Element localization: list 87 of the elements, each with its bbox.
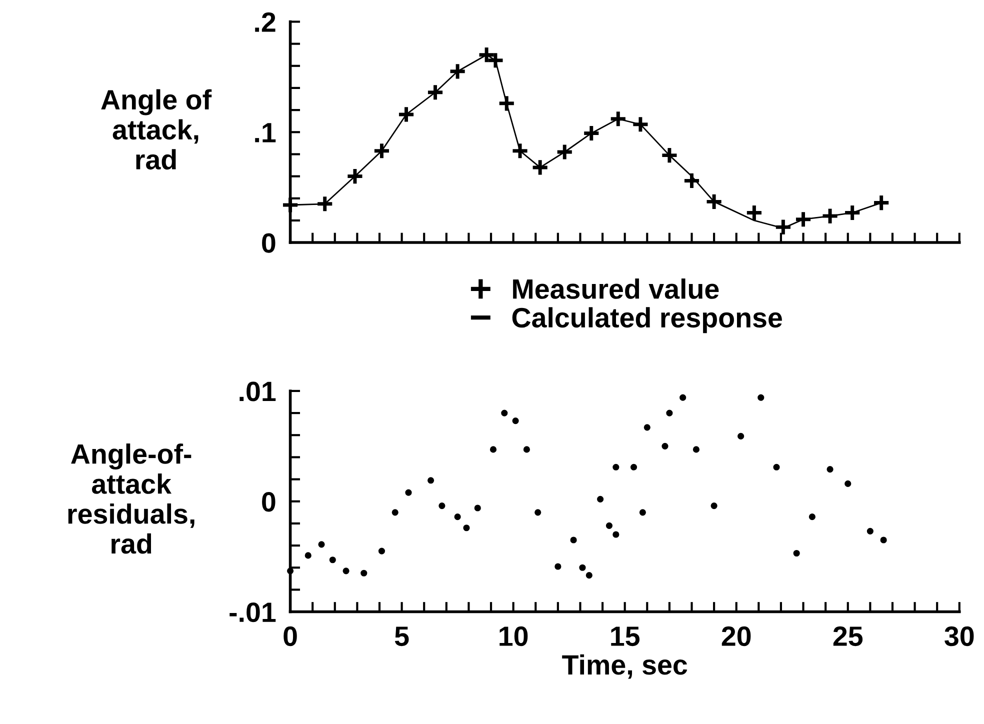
point xyxy=(498,94,516,112)
point xyxy=(872,194,890,212)
point xyxy=(793,550,800,557)
y-axis-title: Angle-of- attack residuals, rad xyxy=(68,443,194,554)
point xyxy=(405,489,412,496)
point xyxy=(534,509,542,516)
point xyxy=(463,524,470,532)
point xyxy=(710,502,718,510)
point xyxy=(662,442,668,450)
legend-label: Calculated response xyxy=(512,307,782,334)
point xyxy=(606,522,613,529)
point xyxy=(738,432,744,440)
point xyxy=(316,194,334,213)
point xyxy=(639,509,646,516)
point xyxy=(705,192,724,211)
point xyxy=(570,536,577,544)
point xyxy=(378,548,386,554)
point xyxy=(512,417,519,424)
point xyxy=(510,142,530,160)
legend-label: Measured value xyxy=(513,278,719,299)
y-tick-label: .2 xyxy=(255,12,276,32)
point xyxy=(843,204,862,222)
x-tick-label: 10 xyxy=(500,626,528,646)
point xyxy=(490,446,497,453)
point xyxy=(612,464,620,470)
point xyxy=(794,210,812,228)
point xyxy=(745,204,764,222)
point xyxy=(360,570,368,576)
y-tick-label: 0 xyxy=(262,492,276,512)
point xyxy=(880,536,887,544)
point xyxy=(329,556,336,564)
point xyxy=(531,158,550,176)
point xyxy=(281,196,300,214)
point xyxy=(448,62,467,80)
point xyxy=(597,496,604,502)
y-tick-label: .01 xyxy=(240,382,276,402)
point xyxy=(523,446,530,453)
y-tick-label: 0 xyxy=(262,233,276,253)
point xyxy=(692,446,700,453)
point xyxy=(428,477,434,484)
point xyxy=(666,410,673,416)
point xyxy=(372,142,391,160)
x-tick-label: 5 xyxy=(394,626,409,646)
point xyxy=(579,564,586,571)
point xyxy=(486,51,504,70)
point xyxy=(304,552,312,559)
point xyxy=(346,167,364,186)
point xyxy=(438,502,446,510)
point xyxy=(426,83,444,102)
point xyxy=(866,528,874,534)
point xyxy=(773,464,780,470)
point xyxy=(682,172,701,190)
point xyxy=(556,142,574,162)
point xyxy=(758,394,764,401)
point xyxy=(844,480,852,487)
point xyxy=(586,572,592,579)
point xyxy=(630,464,638,470)
point xyxy=(554,563,562,570)
point xyxy=(474,504,481,512)
point xyxy=(774,218,792,236)
y-tick-label: .1 xyxy=(255,123,276,142)
point xyxy=(808,514,816,520)
point xyxy=(397,105,416,124)
y-axis-title: Angle of attack, rad xyxy=(101,89,212,170)
y-tick-label: -.01 xyxy=(230,602,276,622)
point xyxy=(680,394,686,401)
x-tick-label: 25 xyxy=(833,626,863,646)
x-axis-title: Time, sec xyxy=(562,654,688,679)
point xyxy=(454,514,461,520)
point xyxy=(286,568,294,574)
point xyxy=(631,115,650,134)
x-tick-label: 15 xyxy=(611,626,640,646)
point xyxy=(501,410,508,416)
point xyxy=(342,568,350,574)
point xyxy=(582,124,600,142)
point xyxy=(478,46,496,64)
point xyxy=(644,424,650,431)
x-tick-label: 30 xyxy=(944,626,974,646)
point xyxy=(821,207,840,226)
point xyxy=(660,146,678,164)
point xyxy=(318,541,325,548)
point xyxy=(609,110,628,128)
point xyxy=(612,531,620,538)
x-tick-label: 0 xyxy=(284,626,297,646)
point xyxy=(392,509,398,516)
x-tick-label: 20 xyxy=(722,626,751,646)
point xyxy=(826,466,834,473)
